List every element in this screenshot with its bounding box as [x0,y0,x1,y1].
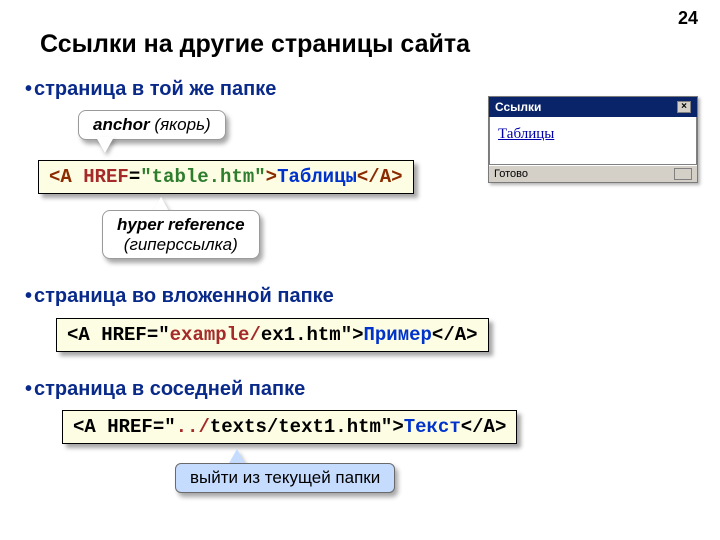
bullet-3-text: страница в соседней папке [34,378,305,400]
code2-lt2: </ [432,324,455,346]
code2-q2: " [341,324,352,346]
callout-exit-text: выйти из текущей папки [190,468,380,487]
code1-attr: HREF [83,166,129,188]
code3-text: Текст [404,416,461,438]
code1-tag-open: A [60,166,71,188]
code2-sp [90,324,101,346]
bullet-dot-icon-2: • [25,285,32,307]
code2-q1: " [158,324,169,346]
browser-link[interactable]: Таблицы [498,126,554,142]
code3-lt: < [73,416,84,438]
code2-eq: = [147,324,158,346]
code2-gt2: > [466,324,477,346]
close-icon[interactable]: × [677,101,691,113]
code3-dir: texts/ [210,416,278,438]
code3-tag-open: A [84,416,95,438]
page-number: 24 [678,8,698,29]
page-title: Ссылки на другие страницы сайта [40,30,470,59]
browser-content: Таблицы [489,117,697,165]
callout-anchor-tail-icon [96,137,114,153]
code-example-3: <A HREF="../texts/text1.htm">Текст</A> [62,410,517,444]
code1-val: "table.htm" [140,166,265,188]
callout-anchor-sub: (якорь) [150,115,211,134]
callout-hyper: hyper reference (гиперссылка) [102,210,260,259]
code1-lt2: </ [357,166,380,188]
callout-hyper-term: hyper reference [117,215,245,234]
code1-text: Таблицы [277,166,357,188]
code1-sp [72,166,83,188]
code1-gt2: > [391,166,402,188]
callout-anchor: anchor (якорь) [78,110,226,140]
code2-dir: example/ [170,324,261,346]
code3-gt2: > [495,416,506,438]
bullet-1: •страница в той же папке [25,78,276,101]
browser-title: Ссылки [495,100,541,114]
code1-tag-close: A [380,166,391,188]
callout-exit-folder: выйти из текущей папки [175,463,395,493]
code2-gt: > [352,324,363,346]
code1-eq: = [129,166,140,188]
code2-lt: < [67,324,78,346]
callout-anchor-term: anchor [93,115,150,134]
code3-up: ../ [176,416,210,438]
code3-file: text1.htm [278,416,381,438]
browser-statusbar: Готово [489,165,697,182]
bullet-1-text: страница в той же папке [34,78,276,100]
browser-window: Ссылки × Таблицы Готово [488,96,698,183]
code2-file: ex1.htm [261,324,341,346]
code3-q2: " [381,416,392,438]
code3-lt2: </ [461,416,484,438]
bullet-dot-icon-3: • [25,378,32,400]
code2-attr: HREF [101,324,147,346]
code3-tag-close: A [484,416,495,438]
code1-lt: < [49,166,60,188]
code3-sp [96,416,107,438]
code2-text: Пример [364,324,432,346]
callout-hyper-sub: (гиперссылка) [124,235,238,254]
bullet-2-text: страница во вложенной папке [34,285,334,307]
code3-attr: HREF [107,416,153,438]
code2-tag-close: A [455,324,466,346]
browser-titlebar: Ссылки × [489,97,697,117]
bullet-dot-icon: • [25,78,32,100]
browser-status-text: Готово [494,168,528,180]
code2-tag-open: A [78,324,89,346]
browser-status-box-icon [674,168,692,180]
code3-gt: > [392,416,403,438]
code1-gt: > [266,166,277,188]
code3-q1: " [164,416,175,438]
code3-eq: = [153,416,164,438]
code-example-1: <A HREF="table.htm">Таблицы</A> [38,160,414,194]
bullet-2: •страница во вложенной папке [25,285,334,308]
code-example-2: <A HREF="example/ex1.htm">Пример</A> [56,318,489,352]
bullet-3: •страница в соседней папке [25,378,305,401]
